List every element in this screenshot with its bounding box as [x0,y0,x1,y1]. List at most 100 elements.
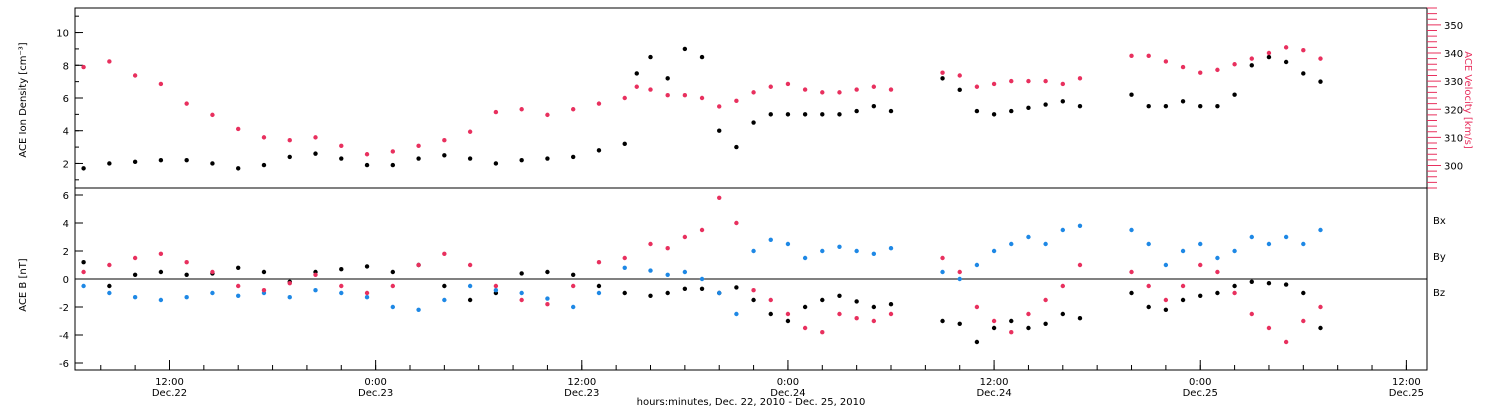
velocity-point [717,104,722,109]
density-axis-title: ACE Ion Density [cm⁻³] [18,42,29,157]
field-point-by [699,276,705,282]
density-point [545,156,550,161]
field-point-by [734,311,739,317]
density-point [1249,63,1254,68]
density-point [854,108,859,114]
density-point [785,112,791,117]
velocity-point [339,143,344,149]
field-point-bz [339,283,344,289]
density-point [622,141,627,147]
field-point-bz [545,302,550,307]
field-point-by [871,251,877,256]
field-point-bz [210,269,215,275]
field-point-bz [132,255,138,261]
field-point-by [364,295,370,300]
field-point-bz [442,251,447,256]
field-point-bx [107,283,112,289]
field-point-bx [648,293,653,298]
field-point-by [1318,227,1323,233]
field-point-bx [1180,297,1186,303]
field-point-bx [1009,318,1014,324]
density-point [1129,92,1134,97]
field-point-by [287,295,292,300]
field-point-by [837,244,842,249]
field-point-by [1077,223,1083,228]
field-point-bx [1198,293,1203,298]
velocity-point [1283,45,1289,50]
field-point-bz [596,260,602,265]
velocity-axis-title: ACE Velocity [km/s] [1462,51,1473,149]
field-point-bx [1232,283,1237,289]
x-axis-title: hours:minutes, Dec. 22, 2010 - Dec. 25, … [637,397,866,408]
field-point-by [416,307,421,312]
density-point [467,156,473,161]
field-point-bz [236,283,241,289]
field-y-tick-label: -2 [59,303,69,314]
density-point [416,156,421,161]
velocity-point [1043,78,1048,84]
field-y-tick-label: 4 [63,219,69,230]
density-point [837,112,842,117]
velocity-point [1180,64,1186,70]
field-point-by [210,290,215,296]
field-point-bx [467,297,473,303]
field-point-bx [1129,290,1134,296]
field-point-bx [991,325,997,331]
bottom-panel-data [81,195,1323,345]
field-point-bx [768,311,773,317]
field-point-bz [854,316,859,321]
density-point [1043,102,1048,107]
field-point-bx [1077,316,1083,321]
field-point-bz [1318,304,1323,310]
field-point-by [1180,248,1186,254]
density-point [184,157,189,163]
field-point-bz [1215,269,1220,275]
field-legend: Bx By Bz [1433,216,1446,299]
field-point-bx [940,318,945,324]
field-point-bx [1146,304,1151,310]
velocity-y-tick-label: 340 [1444,49,1463,60]
field-point-by [1043,241,1048,247]
velocity-point [519,107,524,112]
top-panel-frame [74,7,1428,189]
field-point-by [768,237,773,242]
x-tick-day: Dec.23 [358,388,393,399]
field-point-bx [871,304,877,310]
field-point-bx [734,285,739,290]
velocity-point [364,152,370,157]
velocity-point [648,87,653,92]
density-point [158,157,164,163]
x-tick-day: Dec.23 [564,388,599,399]
density-point [442,153,447,158]
x-tick-day: Dec.25 [1389,388,1424,399]
velocity-point [107,59,112,64]
field-point-bx [81,260,86,265]
field-point-bx [751,297,756,303]
velocity-point [390,149,396,154]
velocity-point [699,95,705,101]
velocity-point [132,73,138,78]
ion-density-velocity-panel: 2 4 6 8 10 300 310 320 330 340 350 ACE Ion Densit… [18,7,1473,189]
field-point-by [390,304,396,310]
field-point-by [1060,227,1066,233]
field-point-bz [717,195,722,200]
velocity-point [957,73,962,78]
field-point-by [665,272,670,277]
density-point [1163,103,1169,109]
field-point-by [1163,262,1169,268]
legend-label-bz: Bz [1433,288,1445,299]
field-point-by [622,265,627,270]
velocity-point [837,90,842,95]
field-point-bx [802,304,808,310]
density-point [1318,79,1323,84]
field-point-bz [768,297,773,303]
field-point-bz [313,272,318,277]
velocity-point [854,87,859,92]
field-point-bx [1163,307,1169,312]
field-point-bz [820,330,825,335]
field-point-bx [1266,281,1272,286]
density-point [519,157,524,163]
density-point [313,151,318,156]
field-point-bz [1060,283,1066,289]
velocity-point [820,90,825,95]
